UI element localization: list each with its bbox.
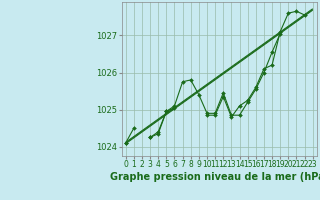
X-axis label: Graphe pression niveau de la mer (hPa): Graphe pression niveau de la mer (hPa) [110, 172, 320, 182]
